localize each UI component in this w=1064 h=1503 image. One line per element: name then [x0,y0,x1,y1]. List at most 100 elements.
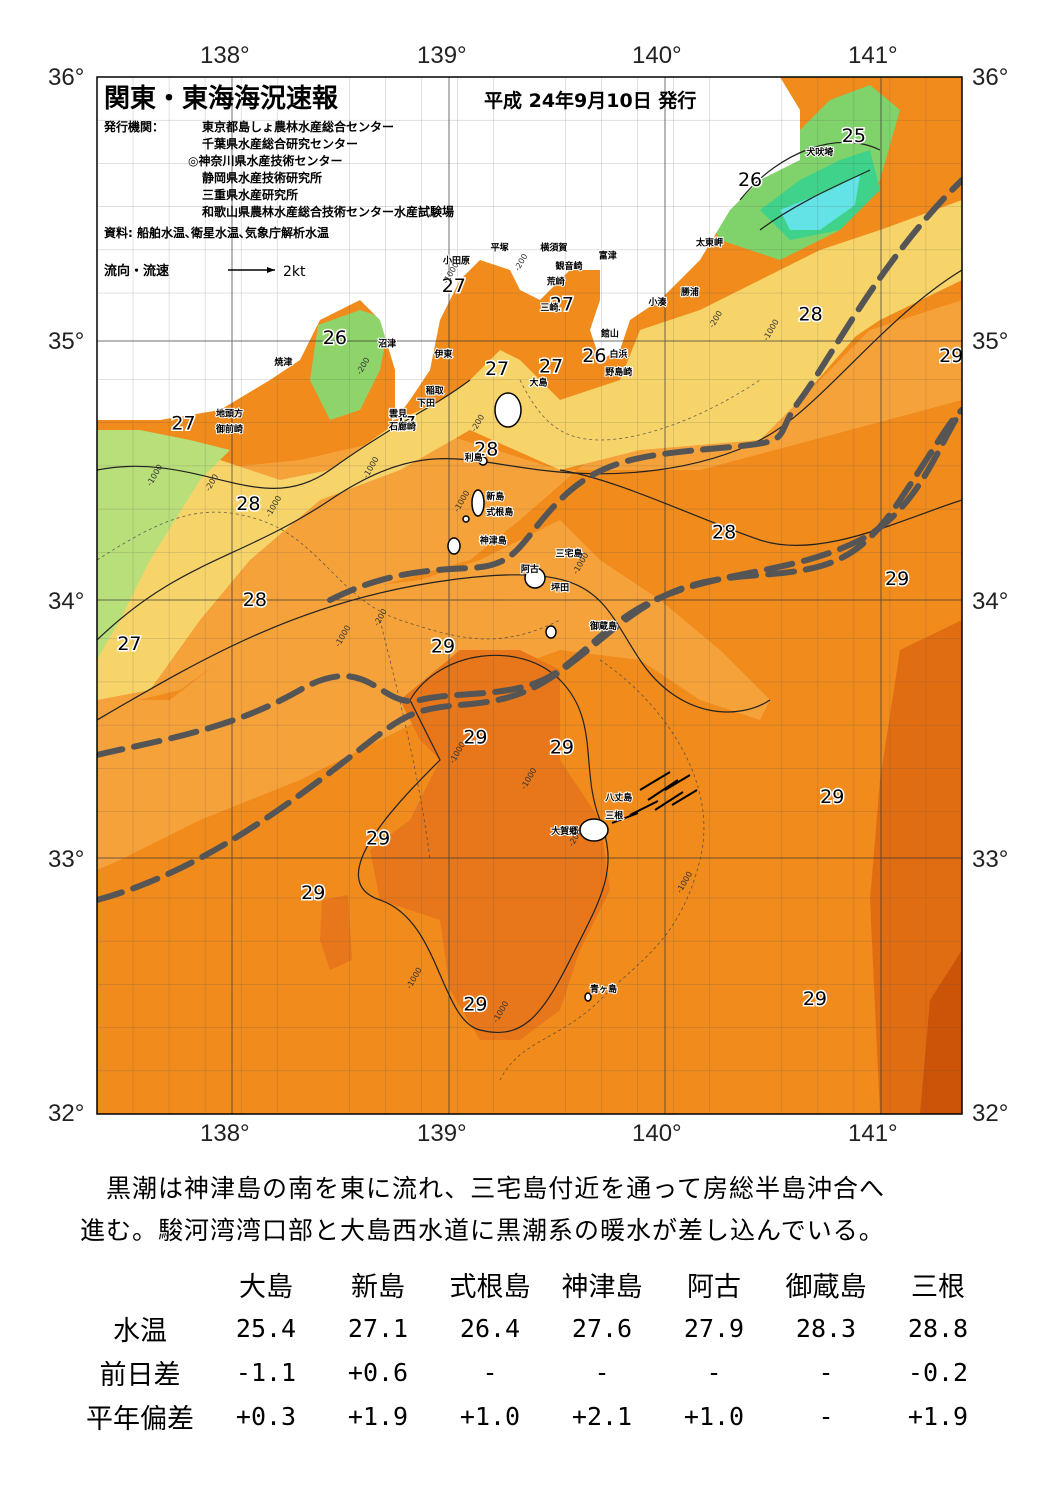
place-label: 御蔵島 [589,620,617,632]
row-label-prev-day-diff: 前日差 [99,1359,181,1391]
table-cell: +1.9 [907,1401,969,1431]
sea-24-zone [780,175,860,230]
lat-label-left-33: 33° [48,846,85,873]
place-label: 観音崎 [555,260,582,272]
lon-label-bottom-139: 139° [417,1120,467,1147]
place-label: 三根 [605,809,624,821]
place-label: 平塚 [491,242,509,254]
table-row: 平年偏差 +0.3 +1.9 +1.0 +2.1 +1.0 - +1.9 [70,1394,994,1438]
table-cell: +0.3 [235,1401,297,1431]
island-hachijojima [579,818,609,842]
temperature-label: 26 [323,327,347,349]
sea-26-zone-suruga [310,310,390,420]
land-boso [610,100,790,300]
place-label: 焼津 [274,356,292,368]
publisher-5: 和歌山県農林水産総合技術センター水産試験場 [201,204,454,219]
fine-grid [97,77,962,1114]
place-label: 小田原 [442,255,470,267]
temperature-label: 29 [803,988,827,1010]
publisher-2: ◎神奈川県水産技術センター [188,153,342,168]
temperature-contours [97,141,962,1034]
column-oshima: 大島 [239,1271,293,1303]
place-label: 青ヶ島 [590,983,617,995]
temperature-label: 28 [799,304,823,326]
place-label: 雲見 [389,408,407,420]
publisher-0: 東京都島しょ農林水産総合センター [202,119,394,134]
column-niijima: 新島 [351,1271,405,1303]
temperature-label: 29 [885,568,909,590]
place-label: 稲取 [426,384,445,396]
column-kozushima: 神津島 [561,1271,643,1303]
lat-label-right-36: 36° [972,64,1009,91]
table-header-row: 大島 新島 式根島 神津島 阿古 御蔵島 三根 [70,1262,994,1306]
table-cell: 27.6 [571,1313,633,1343]
sea-temperature-map: 25 26 27 27 28 26 27 26 27 29 27 27 28 28 28 29 28 27 29 29… [96,76,963,1115]
place-label: 野島崎 [605,366,632,378]
table-cell: 26.4 [459,1313,521,1343]
temperature-label: 29 [366,827,390,849]
table-cell: 25.4 [235,1313,297,1343]
lon-label-top-139: 139° [417,42,467,69]
column-ako: 阿古 [687,1271,741,1303]
sea-warmest [920,950,962,1114]
current-legend-scale: 2kt [283,264,306,280]
table-row: 前日差 -1.1 +0.6 - - - - -0.2 [70,1350,994,1394]
map-title: 関東・東海海況速報 [104,84,339,114]
publisher-4: 三重県水産研究所 [202,187,298,202]
island-shikinejima [462,515,470,523]
temperature-label: 29 [463,993,487,1015]
place-label: 富津 [599,249,617,261]
place-label: 横須賀 [540,242,567,254]
place-label: 利島 [464,452,483,464]
place-label: 坪田 [551,581,569,593]
temperature-label: 27 [485,358,509,380]
temperature-label: 27 [117,633,141,655]
lat-label-left-32: 32° [48,1100,85,1127]
temperature-label: 28 [474,439,498,461]
temperature-label: 29 [301,882,325,904]
row-label-water-temp: 水温 [113,1315,167,1347]
place-label: 三崎 [540,301,558,313]
publisher-label: 発行機関： [103,119,164,134]
temperature-label: 26 [582,345,606,367]
place-label: 八丈島 [604,791,632,803]
lon-label-top-141: 141° [848,42,898,69]
lat-label-right-34: 34° [972,588,1009,615]
islands [447,392,609,1002]
observation-table: 大島 新島 式根島 神津島 阿古 御蔵島 三根 水温 25.4 27.1 26.… [70,1262,994,1438]
lat-label-right-35: 35° [972,328,1009,355]
table-cell: +1.0 [683,1401,745,1431]
table-cell: - [706,1357,722,1387]
column-mikurajima: 御蔵島 [785,1271,867,1303]
publisher-3: 静岡県水産技術研究所 [202,170,322,185]
temperature-label: 27 [392,413,416,435]
island-oshima [494,392,522,428]
place-label: 下田 [417,398,435,409]
place-label: 神津島 [480,535,507,547]
temperature-label: 28 [243,589,267,611]
place-label: 勝浦 [681,286,699,298]
table-cell: -1.1 [235,1357,297,1387]
place-label: 大賀郷 [551,825,578,837]
temperature-label: 26 [738,169,762,191]
table-cell: +0.6 [347,1357,409,1387]
place-label: 阿古 [521,563,539,575]
island-aogashima [584,992,592,1002]
lat-label-right-32: 32° [972,1100,1009,1127]
table-cell: +2.1 [571,1401,633,1431]
table-cell: - [818,1401,834,1431]
row-label-normal-anomaly: 平年偏差 [86,1403,194,1435]
place-label: 館山 [600,327,619,339]
place-label: 石廊崎 [388,421,416,433]
temperature-label: 27 [550,293,574,315]
island-toshima [478,456,488,466]
column-mine: 三根 [911,1271,965,1303]
summary-line-2: 進む。駿河湾湾口部と大島西水道に黒潮系の暖水が差し込んでいる。 [80,1216,885,1245]
lat-label-left-36: 36° [48,64,85,91]
table-cell: +1.9 [347,1401,409,1431]
place-label: 大島 [530,377,548,389]
temperature-label: 29 [431,636,455,658]
current-legend-arrow-icon [228,267,275,273]
lat-label-left-34: 34° [48,588,85,615]
current-legend-label: 流向・流速 [104,263,169,279]
